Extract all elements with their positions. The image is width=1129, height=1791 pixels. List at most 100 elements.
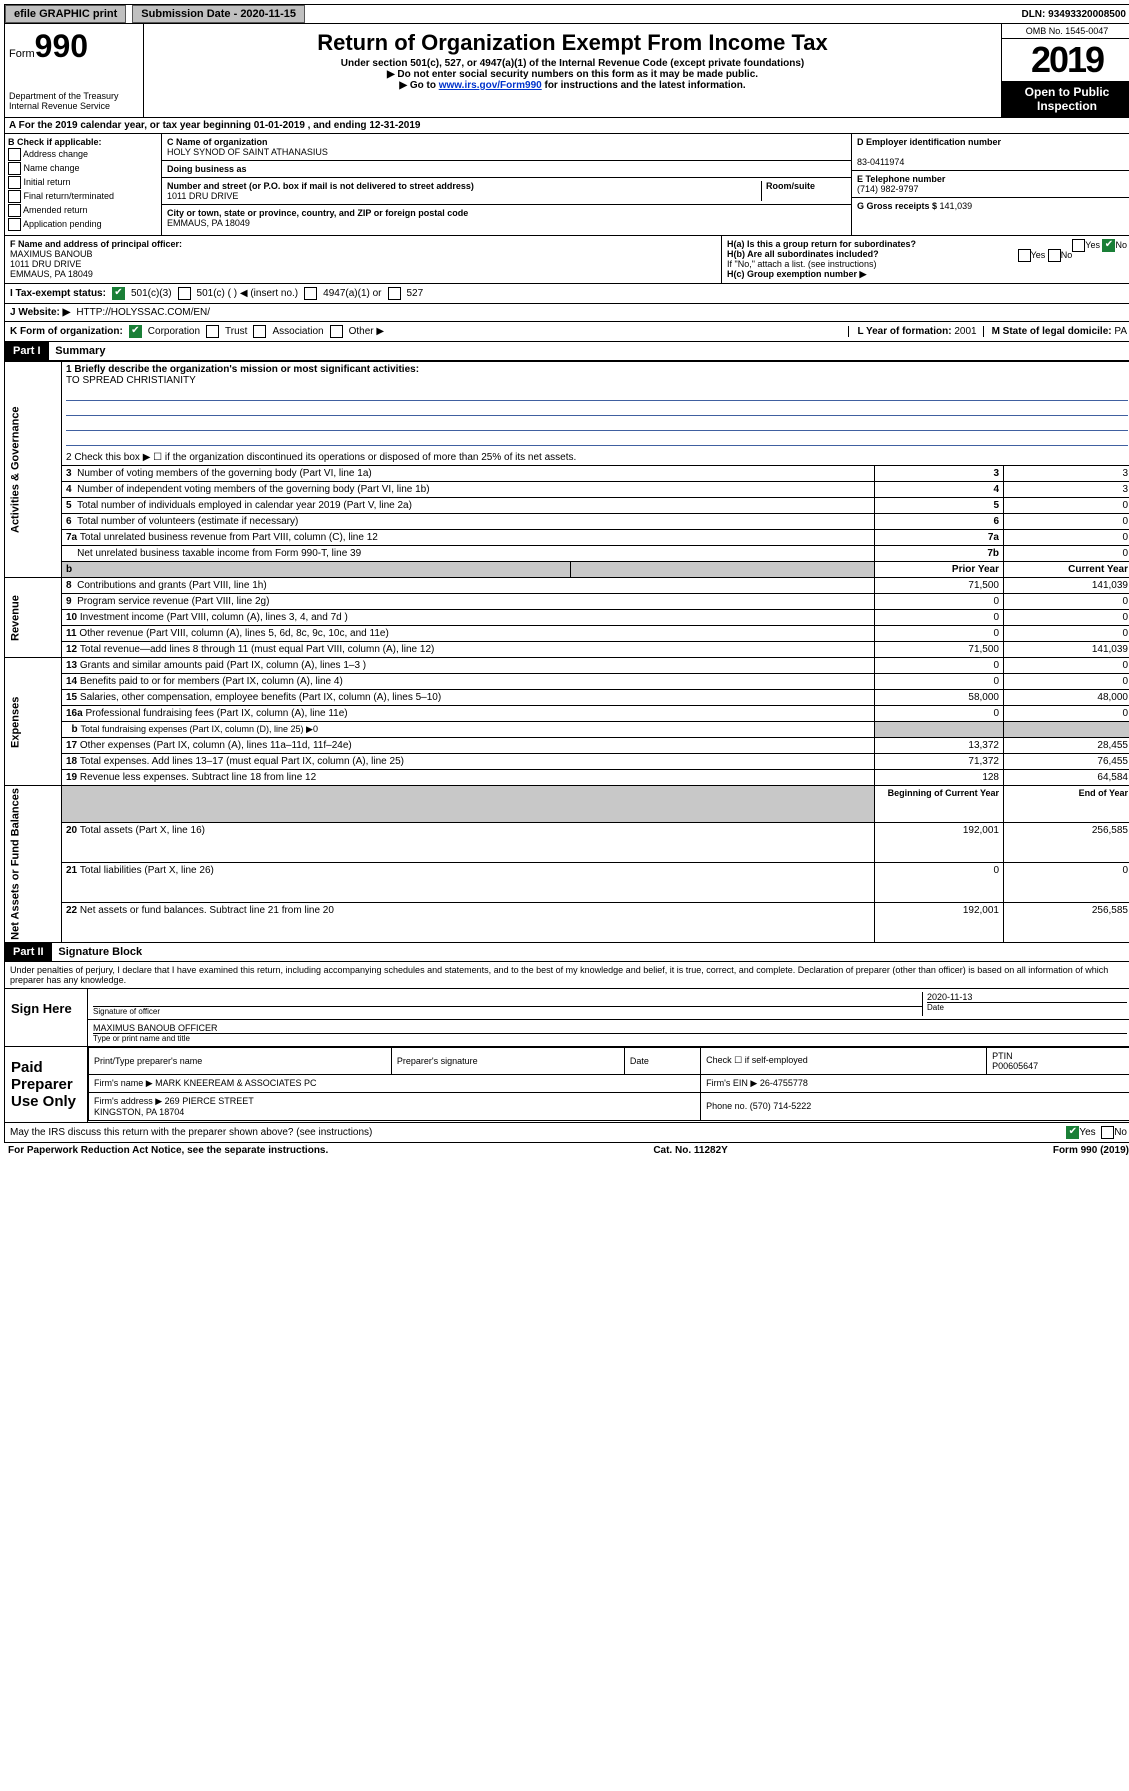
ha-no[interactable]: [1102, 239, 1115, 252]
r14-text: Benefits paid to or for members (Part IX…: [80, 676, 343, 687]
r16a-c: 0: [1004, 706, 1129, 722]
r19-p: 128: [875, 770, 1004, 786]
r15-c: 48,000: [1004, 690, 1129, 706]
footer-mid: Cat. No. 11282Y: [653, 1145, 727, 1156]
r14-p: 0: [875, 674, 1004, 690]
sign-here-label: Sign Here: [5, 989, 88, 1046]
form-org-row: K Form of organization: Corporation Trus…: [4, 322, 1129, 342]
form-number: 990: [35, 28, 88, 64]
r20-text: Total assets (Part X, line 16): [80, 825, 205, 836]
form-title: Return of Organization Exempt From Incom…: [148, 30, 997, 56]
firm-addr-label: Firm's address ▶: [94, 1096, 162, 1106]
chk-final-return[interactable]: [8, 190, 21, 203]
discuss-text: May the IRS discuss this return with the…: [10, 1127, 372, 1138]
lbl-other: Other ▶: [349, 326, 384, 337]
discuss-no[interactable]: [1101, 1126, 1114, 1139]
room-label: Room/suite: [766, 181, 815, 191]
lbl-assoc: Association: [272, 326, 323, 337]
lbl-501c3: 501(c)(3): [131, 288, 172, 299]
r4-box: 4: [875, 482, 1004, 498]
hb-label: H(b) Are all subordinates included?: [727, 249, 879, 259]
r15-p: 58,000: [875, 690, 1004, 706]
discuss-yes[interactable]: [1066, 1126, 1079, 1139]
chk-trust[interactable]: [206, 325, 219, 338]
part2-title: Signature Block: [54, 946, 142, 958]
ptin-value: P00605647: [992, 1061, 1038, 1071]
chk-501c3[interactable]: [112, 287, 125, 300]
row-4: 4 Number of independent voting members o…: [5, 482, 1129, 498]
vtab-revenue: Revenue: [5, 578, 62, 658]
r10-p: 0: [875, 610, 1004, 626]
r7a-val: 0: [1004, 530, 1129, 546]
irs-link[interactable]: www.irs.gov/Form990: [439, 80, 542, 91]
part2-header: Part II: [5, 943, 52, 961]
chk-amended[interactable]: [8, 204, 21, 217]
footer-right: Form 990 (2019): [1053, 1145, 1129, 1156]
gross-label: G Gross receipts $: [857, 201, 940, 211]
r16a-p: 0: [875, 706, 1004, 722]
firm-name-label: Firm's name ▶: [94, 1078, 153, 1088]
dba-label: Doing business as: [167, 164, 247, 174]
hb-no-lbl: No: [1061, 250, 1073, 260]
city-value: EMMAUS, PA 18049: [167, 218, 250, 228]
ptin-label: PTIN: [992, 1051, 1013, 1061]
chk-initial-return[interactable]: [8, 176, 21, 189]
chk-corp[interactable]: [129, 325, 142, 338]
website-row: J Website: ▶ HTTP://HOLYSSAC.COM/EN/: [4, 304, 1129, 322]
tax-status-row: I Tax-exempt status: 501(c)(3) 501(c) ( …: [4, 284, 1129, 304]
r16b-p: [875, 722, 1004, 738]
r13-c: 0: [1004, 658, 1129, 674]
officer-group-block: F Name and address of principal officer:…: [4, 236, 1129, 284]
r3-val: 3: [1004, 466, 1129, 482]
goto-post: for instructions and the latest informat…: [542, 80, 746, 91]
street-address: 1011 DRU DRIVE: [167, 191, 238, 201]
chk-address-change[interactable]: [8, 148, 21, 161]
chk-name-change[interactable]: [8, 162, 21, 175]
m-label: M State of legal domicile:: [992, 326, 1115, 337]
discuss-yes-lbl: Yes: [1079, 1127, 1095, 1138]
lbl-initial-return: Initial return: [24, 177, 71, 187]
year-formation: 2001: [954, 326, 976, 337]
hb-no[interactable]: [1048, 249, 1061, 262]
goto-pre: ▶ Go to: [399, 80, 438, 91]
form-label: Form: [9, 48, 35, 60]
chk-527[interactable]: [388, 287, 401, 300]
dln: DLN: 93493320008500: [1021, 9, 1129, 20]
hb-yes[interactable]: [1018, 249, 1031, 262]
lbl-corp: Corporation: [148, 326, 200, 337]
ein-value: 83-0411974: [857, 157, 904, 167]
name-label: C Name of organization: [167, 137, 268, 147]
r11-p: 0: [875, 626, 1004, 642]
r5-val: 0: [1004, 498, 1129, 514]
hdr-prior: Prior Year: [875, 562, 1004, 578]
r8-text: Contributions and grants (Part VIII, lin…: [77, 580, 267, 591]
summary-table: Activities & Governance 1 Briefly descri…: [4, 361, 1129, 943]
vtab-expenses: Expenses: [5, 658, 62, 786]
hc-label: H(c) Group exemption number ▶: [727, 269, 866, 279]
lbl-final-return: Final return/terminated: [24, 191, 115, 201]
prep-sig-label: Preparer's signature: [391, 1047, 624, 1074]
part1-header: Part I: [5, 342, 49, 360]
r11-text: Other revenue (Part VIII, column (A), li…: [79, 628, 388, 639]
efile-button[interactable]: efile GRAPHIC print: [5, 5, 126, 23]
r20-p: 192,001: [875, 823, 1004, 863]
r18-text: Total expenses. Add lines 13–17 (must eq…: [80, 756, 404, 767]
phone-label: E Telephone number: [857, 174, 945, 184]
chk-assoc[interactable]: [253, 325, 266, 338]
hb-yes-lbl: Yes: [1031, 250, 1046, 260]
r21-p: 0: [875, 863, 1004, 903]
r22-text: Net assets or fund balances. Subtract li…: [80, 905, 334, 916]
topbar: efile GRAPHIC print Submission Date - 20…: [4, 4, 1129, 24]
website-value: HTTP://HOLYSSAC.COM/EN/: [76, 307, 210, 318]
ha-yes[interactable]: [1072, 239, 1085, 252]
chk-4947[interactable]: [304, 287, 317, 300]
chk-app-pending[interactable]: [8, 218, 21, 231]
r7b-val: 0: [1004, 546, 1129, 562]
r7a-box: 7a: [875, 530, 1004, 546]
firm-phone: (570) 714-5222: [750, 1101, 812, 1111]
chk-other[interactable]: [330, 325, 343, 338]
r6-text: Total number of volunteers (estimate if …: [77, 516, 298, 527]
vtab-netassets: Net Assets or Fund Balances: [5, 786, 62, 943]
i-label: I Tax-exempt status:: [10, 288, 106, 299]
chk-501c[interactable]: [178, 287, 191, 300]
